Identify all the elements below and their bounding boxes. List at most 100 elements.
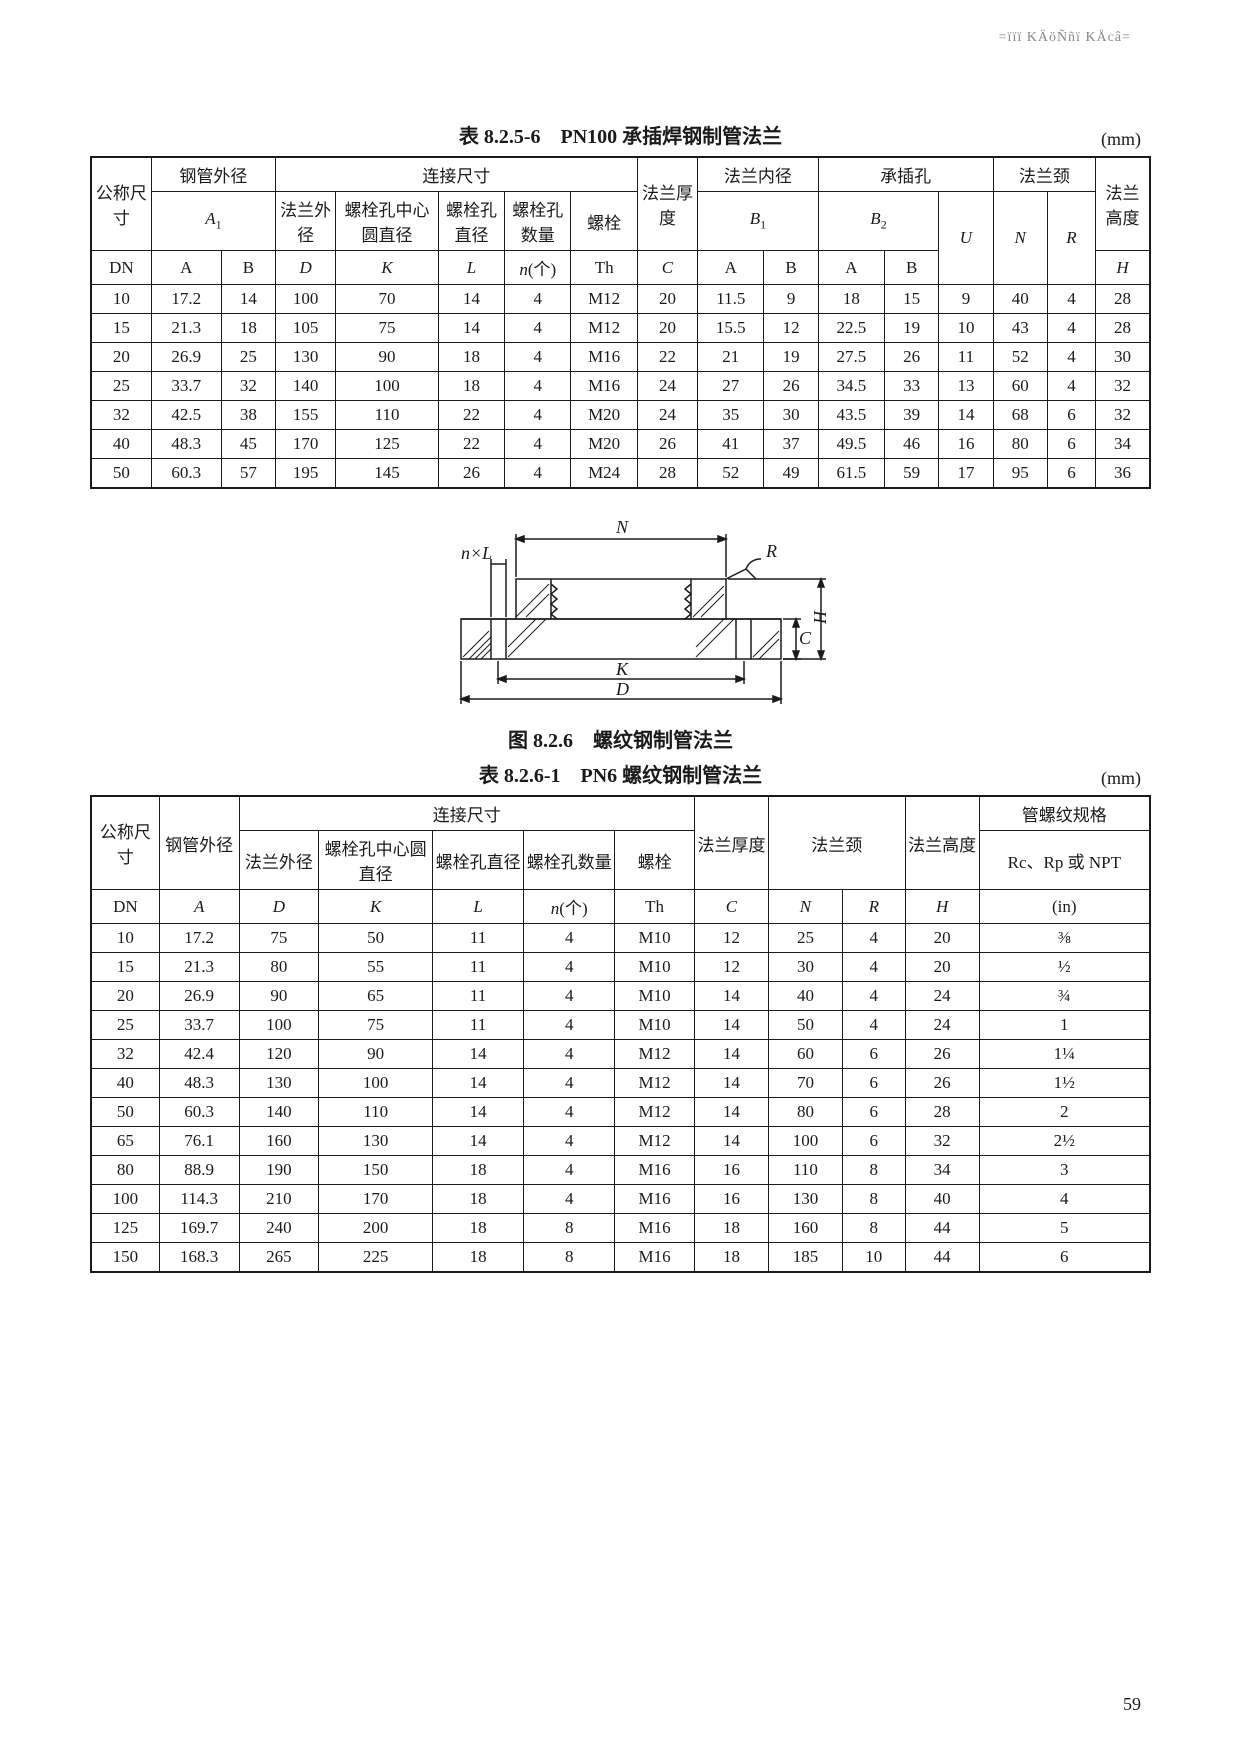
t1-h-c7r: R bbox=[1047, 192, 1095, 285]
table-cell: 33.7 bbox=[151, 372, 221, 401]
table-cell: 26 bbox=[905, 1040, 979, 1069]
t2-h-dn: DN bbox=[91, 890, 159, 924]
table-cell: 8 bbox=[842, 1156, 905, 1185]
table-cell: 4 bbox=[505, 343, 571, 372]
table-cell: 32 bbox=[1096, 372, 1150, 401]
table-cell: 18 bbox=[433, 1156, 524, 1185]
table1: 公称尺寸 钢管外径 连接尺寸 法兰厚度 法兰内径 承插孔 法兰颈 法兰高度 A1… bbox=[90, 156, 1151, 489]
t1-h-c3b: 螺栓孔中心圆直径 bbox=[336, 192, 439, 251]
table-cell: 30 bbox=[1096, 343, 1150, 372]
t1-h-b2a: A bbox=[818, 251, 884, 285]
table-row: 1521.38055114M101230420½ bbox=[91, 953, 1150, 982]
table-cell: 48.3 bbox=[159, 1069, 239, 1098]
fig-label-R: R bbox=[765, 541, 777, 561]
table-cell: 30 bbox=[764, 401, 818, 430]
table-cell: 24 bbox=[905, 1011, 979, 1040]
table-cell: 11 bbox=[433, 924, 524, 953]
table-cell: 4 bbox=[524, 1127, 615, 1156]
table-cell: 18 bbox=[221, 314, 275, 343]
table-cell: M12 bbox=[615, 1098, 695, 1127]
table-cell: 6 bbox=[842, 1040, 905, 1069]
table-cell: 33.7 bbox=[159, 1011, 239, 1040]
table-cell: 25 bbox=[768, 924, 842, 953]
t2-h-c3d: 螺栓孔数量 bbox=[524, 831, 615, 890]
table-cell: 20 bbox=[905, 953, 979, 982]
table-cell: 170 bbox=[276, 430, 336, 459]
table-cell: 40 bbox=[91, 430, 151, 459]
table-cell: 26 bbox=[764, 372, 818, 401]
table-cell: M10 bbox=[615, 924, 695, 953]
table-cell: 4 bbox=[524, 982, 615, 1011]
table-cell: 34 bbox=[1096, 430, 1150, 459]
fig-label-K: K bbox=[615, 659, 629, 679]
table-cell: 240 bbox=[239, 1214, 319, 1243]
table-row: 150168.3265225188M161818510446 bbox=[91, 1243, 1150, 1273]
figure-826: N n×L R C H K D bbox=[90, 509, 1151, 714]
table-cell: 145 bbox=[336, 459, 439, 489]
t2-h-c5r: R bbox=[842, 890, 905, 924]
table-cell: 95 bbox=[993, 459, 1047, 489]
table-cell: 18 bbox=[694, 1243, 768, 1273]
table-cell: 50 bbox=[91, 459, 151, 489]
table-cell: 22 bbox=[637, 343, 697, 372]
table-cell: 11 bbox=[939, 343, 993, 372]
table-cell: 4 bbox=[842, 953, 905, 982]
table-cell: 44 bbox=[905, 1243, 979, 1273]
table-cell: 10 bbox=[939, 314, 993, 343]
table-cell: 40 bbox=[905, 1185, 979, 1214]
table-cell: 130 bbox=[276, 343, 336, 372]
table-cell: M24 bbox=[571, 459, 637, 489]
table-cell: 4 bbox=[524, 1040, 615, 1069]
t2-h-c3d2: n(个) bbox=[524, 890, 615, 924]
table-cell: 26 bbox=[438, 459, 504, 489]
table-cell: 65 bbox=[91, 1127, 159, 1156]
t2-h-g5: 法兰颈 bbox=[768, 796, 905, 890]
table-cell: 32 bbox=[91, 401, 151, 430]
table-cell: 26.9 bbox=[159, 982, 239, 1011]
table-cell: 26 bbox=[905, 1069, 979, 1098]
table-cell: 4 bbox=[524, 1098, 615, 1127]
table-cell: 195 bbox=[276, 459, 336, 489]
t2-h-c3e2: Th bbox=[615, 890, 695, 924]
table-cell: M12 bbox=[615, 1040, 695, 1069]
table-cell: 9 bbox=[939, 285, 993, 314]
table-cell: 25 bbox=[221, 343, 275, 372]
table-row: 125169.7240200188M16181608445 bbox=[91, 1214, 1150, 1243]
t1-h-a: A bbox=[151, 251, 221, 285]
t1-h-c3a: 法兰外径 bbox=[276, 192, 336, 251]
t2-h-g6: 法兰高度 bbox=[905, 796, 979, 890]
table-cell: 46 bbox=[885, 430, 939, 459]
table-row: 6576.1160130144M12141006322½ bbox=[91, 1127, 1150, 1156]
table-cell: 59 bbox=[885, 459, 939, 489]
table-cell: 155 bbox=[276, 401, 336, 430]
t1-h-b1b: B bbox=[764, 251, 818, 285]
t1-h-g7: 法兰颈 bbox=[993, 157, 1096, 192]
t1-h-g3: 连接尺寸 bbox=[276, 157, 638, 192]
table-cell: 4 bbox=[505, 401, 571, 430]
table-cell: 19 bbox=[764, 343, 818, 372]
table-cell: 32 bbox=[221, 372, 275, 401]
table-cell: 32 bbox=[91, 1040, 159, 1069]
table-row: 3242.538155110224M2024353043.5391468632 bbox=[91, 401, 1150, 430]
t1-h-c3c2: L bbox=[438, 251, 504, 285]
table-cell: 26 bbox=[885, 343, 939, 372]
table-cell: 4 bbox=[524, 924, 615, 953]
table-cell: 22.5 bbox=[818, 314, 884, 343]
t1-h-g8: 法兰高度 bbox=[1096, 157, 1150, 251]
table-cell: 4 bbox=[505, 459, 571, 489]
table-cell: 170 bbox=[319, 1185, 433, 1214]
table-cell: 150 bbox=[91, 1243, 159, 1273]
table-cell: 4 bbox=[524, 1011, 615, 1040]
table-cell: 20 bbox=[91, 982, 159, 1011]
table-row: 5060.3140110144M1214806282 bbox=[91, 1098, 1150, 1127]
table-cell: 150 bbox=[319, 1156, 433, 1185]
table-cell: 11 bbox=[433, 953, 524, 982]
table-cell: 32 bbox=[905, 1127, 979, 1156]
t1-h-g6s: B2 bbox=[818, 192, 939, 251]
table-row: 2533.710075114M1014504241 bbox=[91, 1011, 1150, 1040]
table-cell: 10 bbox=[842, 1243, 905, 1273]
t2-h-c7in: (in) bbox=[979, 890, 1150, 924]
table-cell: 28 bbox=[905, 1098, 979, 1127]
table-cell: M16 bbox=[615, 1156, 695, 1185]
table-cell: 100 bbox=[239, 1011, 319, 1040]
